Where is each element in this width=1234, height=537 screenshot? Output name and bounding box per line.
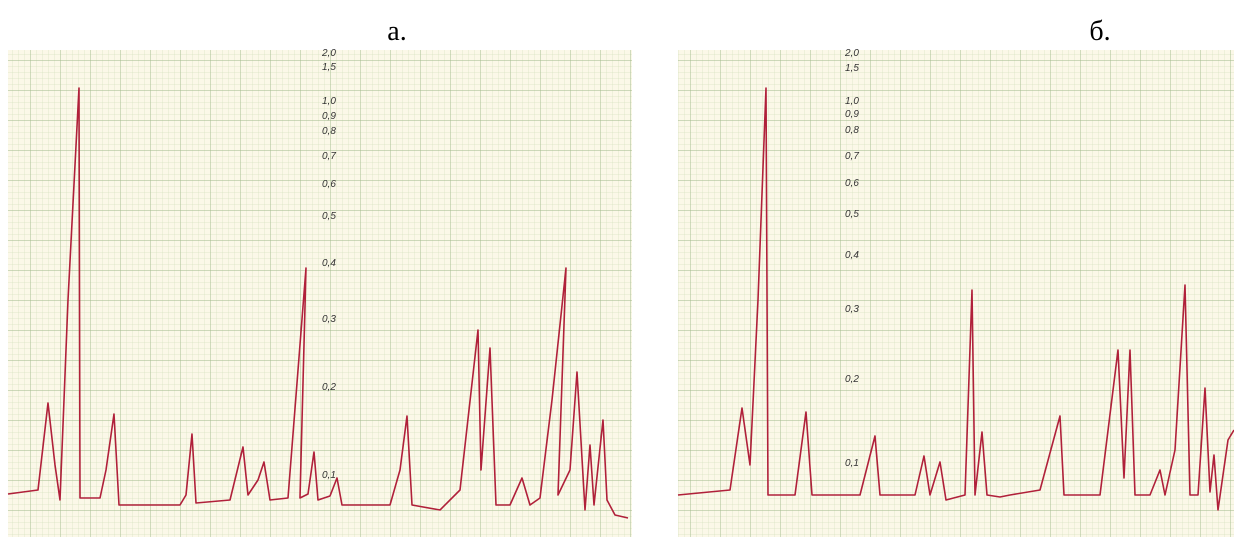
panel-a (7, 50, 632, 537)
scale-label: 0,3 (845, 304, 859, 315)
scale-label: 0,5 (322, 211, 336, 222)
scale-label: 1,5 (322, 62, 336, 73)
scale-label: 0,9 (322, 111, 336, 122)
scale-label: 0,4 (322, 258, 336, 269)
scale-label: 0,8 (322, 126, 336, 137)
panel-b (677, 50, 1234, 537)
chromatogram-trace (677, 87, 1234, 511)
scale-label: 0,2 (845, 374, 859, 385)
scale-label: 0,2 (322, 382, 336, 393)
scale-label: 0,6 (845, 178, 859, 189)
panel-label: б. (1089, 16, 1110, 47)
scale-label: 1,5 (845, 63, 859, 74)
scale-label: 0,4 (845, 250, 859, 261)
scale-label: 0,7 (322, 151, 336, 162)
scale-label: 2,0 (321, 48, 336, 59)
graph-grid (678, 50, 1234, 537)
scale-label: 0,1 (322, 470, 336, 481)
scale-label: 0,5 (845, 209, 859, 220)
scale-label: 0,7 (845, 151, 859, 162)
scale-label: 2,0 (844, 48, 859, 59)
scale-label: 0,1 (845, 458, 859, 469)
scale-label: 0,3 (322, 314, 336, 325)
scale-label: 1,0 (322, 96, 336, 107)
scale-label: 0,9 (845, 109, 859, 120)
chromatogram-trace (7, 87, 629, 519)
scale-label: 0,6 (322, 179, 336, 190)
scale-label: 1,0 (845, 96, 859, 107)
scale-label: 0,8 (845, 125, 859, 136)
panel-label: а. (387, 16, 406, 47)
graph-grid (8, 50, 632, 537)
